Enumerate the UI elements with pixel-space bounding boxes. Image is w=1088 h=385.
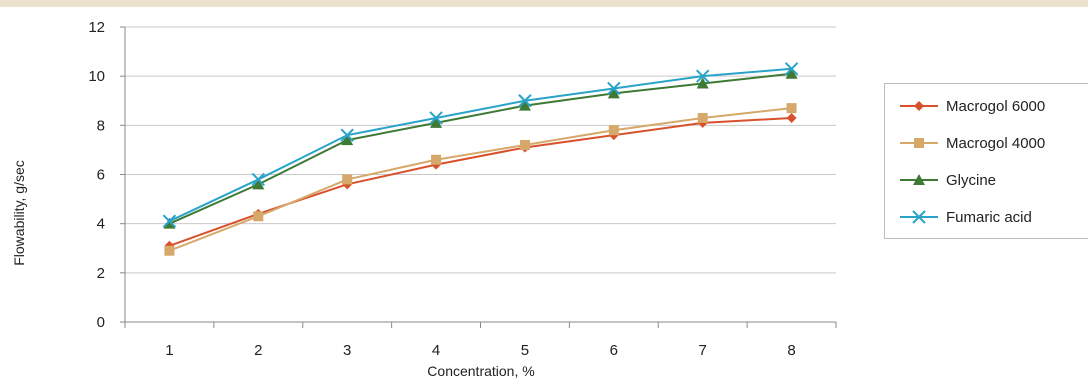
data-point — [607, 81, 621, 96]
marker-stroke — [162, 214, 177, 228]
marker-stroke — [695, 69, 710, 83]
legend: Macrogol 6000 Macrogol 4000 Glycine Fumaric… — [884, 83, 1088, 239]
data-point — [429, 111, 443, 125]
y-tick-label: 8 — [97, 117, 105, 134]
x-tick-label: 1 — [165, 342, 173, 359]
top-band — [0, 0, 1088, 7]
data-point — [696, 77, 709, 89]
series-line — [169, 107, 792, 252]
legend-marker — [914, 138, 924, 148]
marker-stroke — [340, 128, 354, 142]
legend-marker — [913, 174, 925, 185]
data-point — [786, 112, 797, 123]
y-tick-label: 2 — [97, 265, 105, 282]
legend-item-glycine: Glycine — [900, 172, 996, 189]
x-tick-label: 4 — [432, 342, 440, 359]
x-tick-label: 7 — [699, 342, 707, 359]
data-point — [695, 69, 710, 83]
series-line — [169, 116, 792, 247]
y-tick-label: 12 — [88, 19, 105, 36]
series-group — [162, 62, 799, 256]
data-point — [430, 116, 443, 128]
y-tick-label: 0 — [97, 314, 105, 331]
legend-marker — [912, 210, 926, 224]
data-point — [431, 154, 442, 165]
data-point — [252, 178, 265, 190]
data-point — [164, 245, 175, 256]
legend-label: Glycine — [946, 172, 996, 189]
marker-stroke — [784, 62, 799, 76]
marker-stroke — [429, 111, 443, 125]
data-point — [163, 217, 176, 229]
marker-stroke — [607, 81, 621, 96]
data-point — [608, 125, 619, 136]
legend-item-macrogol-4000: Macrogol 4000 — [900, 135, 1045, 152]
axes — [120, 26, 837, 328]
y-tick-label: 6 — [97, 167, 105, 184]
marker-stroke — [912, 210, 926, 224]
data-point — [607, 87, 620, 99]
x-tick-label: 5 — [521, 342, 529, 359]
series-macrogol-4000 — [164, 103, 797, 256]
y-axis-title: Flowability, g/sec — [11, 160, 27, 266]
x-tick-label: 6 — [610, 342, 618, 359]
legend-marker — [914, 101, 924, 111]
data-point — [518, 94, 532, 108]
series-fumaric-acid — [162, 62, 799, 228]
x-tick-label: 3 — [343, 342, 351, 359]
data-point — [786, 103, 797, 114]
data-point — [340, 128, 354, 142]
data-point — [162, 214, 177, 228]
y-tick-label: 4 — [97, 216, 105, 233]
data-point — [251, 172, 266, 187]
legend-item-fumaric-acid: Fumaric acid — [900, 209, 1032, 226]
x-tick-label: 8 — [787, 342, 795, 359]
data-point — [342, 174, 353, 185]
data-point — [341, 134, 354, 146]
y-tick-label: 10 — [88, 68, 105, 85]
series-line — [169, 72, 792, 225]
data-point — [253, 211, 264, 222]
legend-label: Fumaric acid — [946, 209, 1032, 226]
x-tick-labels: 1 2 3 4 5 6 7 8 — [165, 342, 795, 359]
gridlines — [125, 26, 836, 274]
y-tick-labels: 0 2 4 6 8 10 12 — [88, 19, 105, 331]
legend-label: Macrogol 4000 — [946, 135, 1045, 152]
data-point — [519, 140, 530, 150]
data-point — [784, 62, 799, 76]
series-glycine — [163, 67, 798, 229]
x-axis-title: Concentration, % — [427, 363, 534, 379]
marker-stroke — [518, 94, 532, 108]
legend-label: Macrogol 6000 — [946, 98, 1045, 115]
data-point — [697, 112, 708, 123]
marker-stroke — [251, 172, 266, 187]
x-tick-label: 2 — [254, 342, 262, 359]
data-point — [518, 99, 531, 111]
series-line — [169, 67, 792, 223]
data-point — [785, 67, 798, 79]
legend-item-macrogol-6000: Macrogol 6000 — [900, 98, 1045, 115]
